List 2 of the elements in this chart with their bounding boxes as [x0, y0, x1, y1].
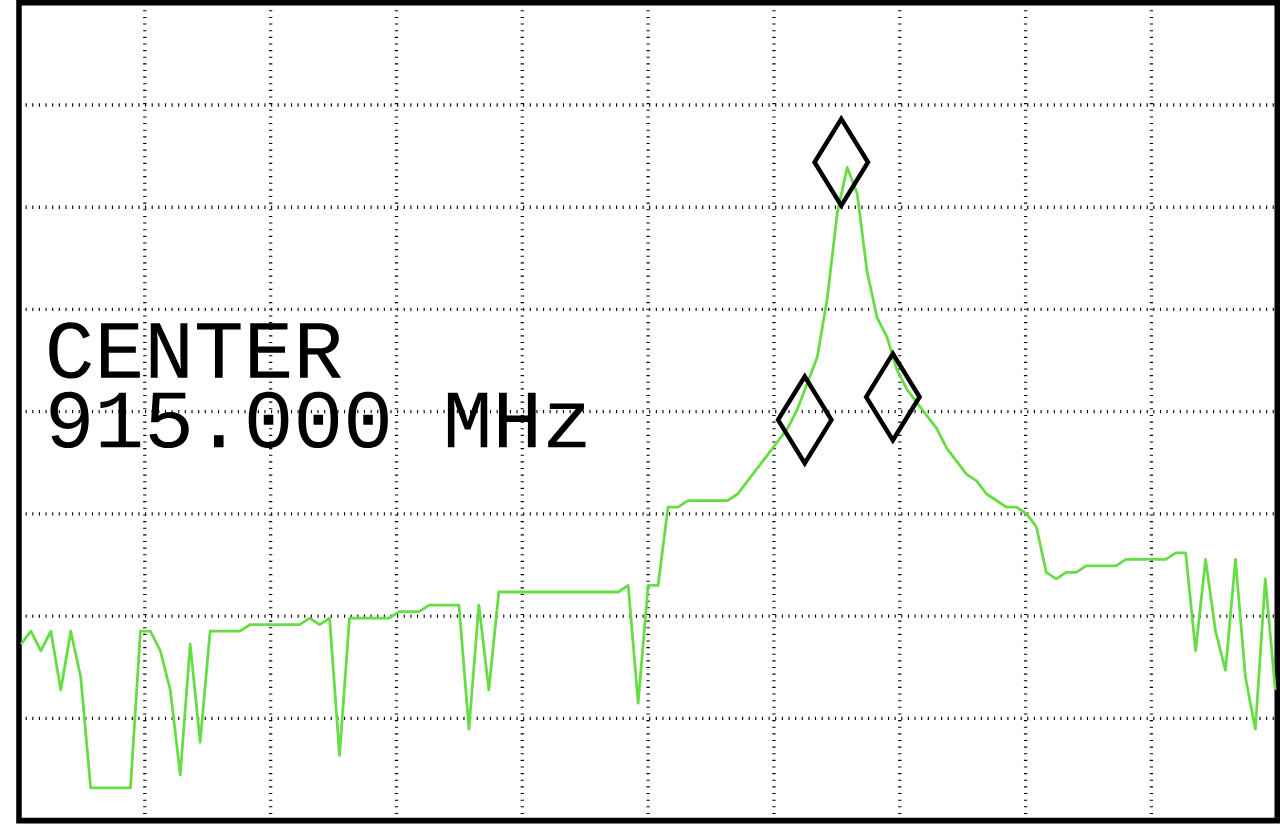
annotation: CENTER	[49, 322, 342, 379]
annotation: 915.000 MHz	[50, 391, 586, 449]
